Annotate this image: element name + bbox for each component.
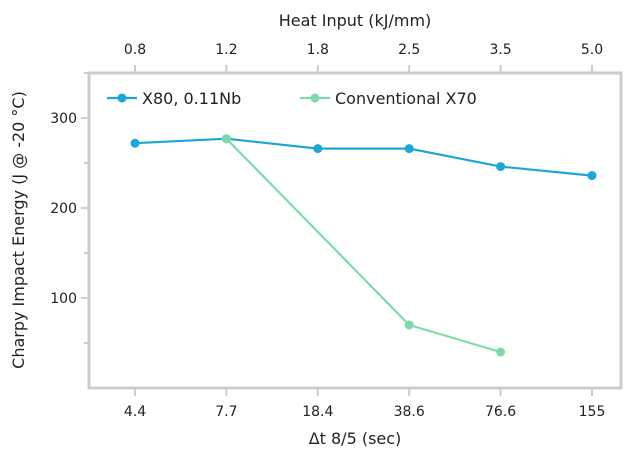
data-point-0: [313, 144, 323, 154]
series-line-1: [225, 137, 501, 354]
top-tick-label: 5.0: [581, 42, 603, 58]
data-point-1: [221, 134, 231, 144]
y-tick-label: 200: [50, 201, 77, 217]
x-tick-label: 76.6: [485, 404, 516, 420]
x-axis-title: Δt 8/5 (sec): [309, 429, 402, 448]
top-tick-label: 3.5: [489, 42, 511, 58]
ticks-layer: 4.4 7.7 18.4 38.6 76.6 155 0.8 1.2 1.8 2.5 3.5 5.0 1…: [50, 42, 605, 420]
series-line-0: [134, 137, 593, 177]
legend-marker-x80: [117, 93, 127, 103]
series-layer: [130, 134, 597, 357]
x-tick-label: 155: [579, 404, 606, 420]
top-axis-title: Heat Input (kJ/mm): [279, 11, 432, 30]
x-tick-label: 7.7: [215, 404, 237, 420]
legend-label-x80: X80, 0.11Nb: [142, 89, 241, 108]
x-tick-label: 38.6: [394, 404, 425, 420]
data-point-0: [496, 162, 506, 172]
plot-frame: [87, 71, 623, 390]
x-tick-label: 18.4: [302, 404, 333, 420]
y-axis-title: Charpy Impact Energy (J @ -20 °C): [9, 91, 28, 369]
legend-marker-x70: [310, 93, 320, 103]
y-tick-label: 300: [50, 111, 77, 127]
top-tick-label: 2.5: [398, 42, 420, 58]
top-tick-label: 1.2: [215, 42, 237, 58]
data-point-0: [130, 138, 140, 148]
top-tick-label: 0.8: [124, 42, 146, 58]
data-point-1: [496, 347, 506, 357]
data-point-1: [404, 320, 414, 330]
y-tick-label: 100: [50, 291, 77, 307]
x-tick-label: 4.4: [124, 404, 146, 420]
data-point-0: [404, 144, 414, 154]
legend-label-x70: Conventional X70: [335, 89, 477, 108]
legend: X80, 0.11Nb Conventional X70: [107, 89, 477, 108]
top-tick-label: 1.8: [307, 42, 329, 58]
data-point-0: [587, 171, 597, 181]
